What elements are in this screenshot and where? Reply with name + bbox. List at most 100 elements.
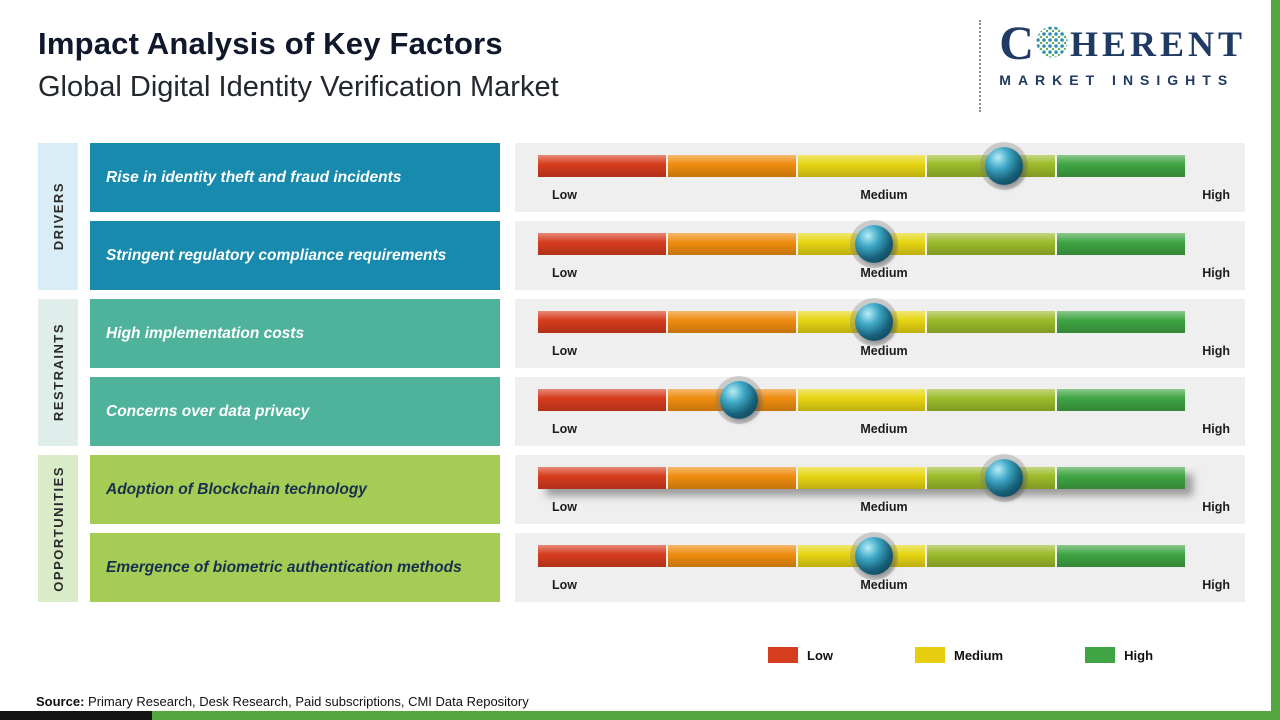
segment-low: [538, 389, 666, 411]
segment-low-medium: [667, 233, 796, 255]
scale-label-high: High: [1202, 188, 1230, 202]
legend-item-high: High: [1085, 647, 1153, 663]
segment-high: [1057, 155, 1185, 177]
impact-scale-panel: Low Medium High: [515, 455, 1245, 524]
impact-gradient-bar: [538, 537, 1185, 575]
scale-label-low: Low: [552, 500, 577, 514]
scale-label-high: High: [1202, 344, 1230, 358]
segment-low-medium: [667, 545, 796, 567]
scale-label-medium: Medium: [860, 578, 908, 592]
factor-row: Rise in identity theft and fraud inciden…: [90, 143, 1245, 212]
logo-letter-c: C: [999, 17, 1034, 70]
group-label-opportunities: OPPORTUNITIES: [38, 455, 78, 602]
impact-analysis-grid: DRIVERS Rise in identity theft and fraud…: [38, 143, 1245, 602]
segment-high: [1057, 545, 1185, 567]
page-subtitle: Global Digital Identity Verification Mar…: [38, 71, 559, 103]
factor-row: Emergence of biometric authentication me…: [90, 533, 1245, 602]
scale-labels: Low Medium High: [538, 344, 1230, 360]
factor-label: Emergence of biometric authentication me…: [106, 558, 462, 576]
segment-medium-high: [927, 311, 1056, 333]
logo-wordmark: C HERENT: [999, 20, 1246, 68]
segment-medium-high: [927, 545, 1056, 567]
legend-label-medium: Medium: [954, 647, 1004, 663]
impact-slider-knob[interactable]: [855, 303, 894, 341]
segment-medium-high: [927, 233, 1056, 255]
logo-letters-rest: HERENT: [1069, 24, 1246, 64]
factor-label: High implementation costs: [106, 324, 305, 342]
impact-slider-knob[interactable]: [984, 147, 1023, 185]
factor-label: Adoption of Blockchain technology: [106, 480, 367, 498]
scale-label-medium: Medium: [860, 500, 908, 514]
group-label-drivers: DRIVERS: [38, 143, 78, 290]
scale-label-high: High: [1202, 266, 1230, 280]
group-drivers: DRIVERS Rise in identity theft and fraud…: [38, 143, 1245, 290]
legend-swatch-medium: [915, 647, 945, 663]
scale-label-medium: Medium: [860, 188, 908, 202]
segment-high: [1057, 389, 1185, 411]
impact-scale-panel: Low Medium High: [515, 299, 1245, 368]
scale-label-low: Low: [552, 188, 577, 202]
segment-low-medium: [667, 467, 796, 489]
legend-item-low: Low: [768, 647, 833, 663]
impact-slider-knob[interactable]: [855, 225, 894, 263]
bottom-edge-accent-bar: [0, 711, 1280, 720]
segment-high: [1057, 467, 1185, 489]
segment-medium: [797, 467, 926, 489]
segment-low-medium: [667, 155, 796, 177]
logo-tagline: MARKET INSIGHTS: [999, 72, 1235, 88]
right-edge-accent-bar: [1271, 0, 1280, 720]
factor-box-blockchain: Adoption of Blockchain technology: [90, 455, 500, 524]
impact-scale-panel: Low Medium High: [515, 533, 1245, 602]
title-block: Impact Analysis of Key Factors Global Di…: [38, 26, 559, 104]
segment-low: [538, 311, 666, 333]
scale-label-low: Low: [552, 266, 577, 280]
scale-label-high: High: [1202, 422, 1230, 436]
scale-label-medium: Medium: [860, 344, 908, 358]
company-logo: C HERENT MARKET INSIG: [999, 20, 1246, 89]
factor-box-biometric-authentication: Emergence of biometric authentication me…: [90, 533, 500, 602]
legend-swatch-high: [1085, 647, 1116, 663]
factor-label: Stringent regulatory compliance requirem…: [106, 246, 447, 264]
scale-label-low: Low: [552, 578, 577, 592]
logo-divider: [979, 20, 982, 112]
group-opportunities: OPPORTUNITIES Adoption of Blockchain tec…: [38, 455, 1245, 602]
factor-row: Stringent regulatory compliance requirem…: [90, 221, 1245, 290]
legend: Low Medium High: [768, 647, 1153, 663]
scale-labels: Low Medium High: [538, 266, 1230, 282]
source-note: Source: Primary Research, Desk Research,…: [36, 694, 529, 709]
factor-row: High implementation costs Low Medium: [90, 299, 1245, 368]
factor-box-identity-theft: Rise in identity theft and fraud inciden…: [90, 143, 500, 212]
impact-gradient-bar: [538, 459, 1185, 497]
page-title: Impact Analysis of Key Factors: [38, 26, 503, 61]
legend-label-low: Low: [807, 647, 833, 663]
impact-slider-knob[interactable]: [855, 537, 894, 575]
factor-row: Adoption of Blockchain technology Low Me…: [90, 455, 1245, 524]
header: Impact Analysis of Key Factors Global Di…: [38, 20, 1246, 112]
segment-low: [538, 467, 666, 489]
scale-labels: Low Medium High: [538, 578, 1230, 594]
factor-box-data-privacy: Concerns over data privacy: [90, 377, 500, 446]
legend-item-medium: Medium: [915, 647, 1003, 663]
impact-slider-knob[interactable]: [984, 459, 1023, 497]
factor-box-regulatory-compliance: Stringent regulatory compliance requirem…: [90, 221, 500, 290]
factor-label: Rise in identity theft and fraud inciden…: [106, 168, 402, 186]
legend-swatch-low: [768, 647, 798, 663]
group-restraints: RESTRAINTS High implementation costs: [38, 299, 1245, 446]
impact-scale-panel: Low Medium High: [515, 377, 1245, 446]
impact-slider-knob[interactable]: [719, 381, 758, 419]
segment-medium-high: [927, 389, 1056, 411]
source-text: Primary Research, Desk Research, Paid su…: [84, 694, 529, 709]
logo-area: C HERENT MARKET INSIG: [979, 20, 1246, 112]
segment-low: [538, 545, 666, 567]
impact-gradient-bar: [538, 381, 1185, 419]
scale-labels: Low Medium High: [538, 500, 1230, 516]
impact-scale-panel: Low Medium High: [515, 221, 1245, 290]
segment-low: [538, 233, 666, 255]
scale-label-high: High: [1202, 578, 1230, 592]
impact-scale-panel: Low Medium High: [515, 143, 1245, 212]
globe-o-icon: [1036, 25, 1068, 63]
segment-high: [1057, 233, 1185, 255]
impact-gradient-bar: [538, 147, 1185, 185]
factor-row: Concerns over data privacy Low Medium: [90, 377, 1245, 446]
legend-label-high: High: [1124, 647, 1154, 663]
